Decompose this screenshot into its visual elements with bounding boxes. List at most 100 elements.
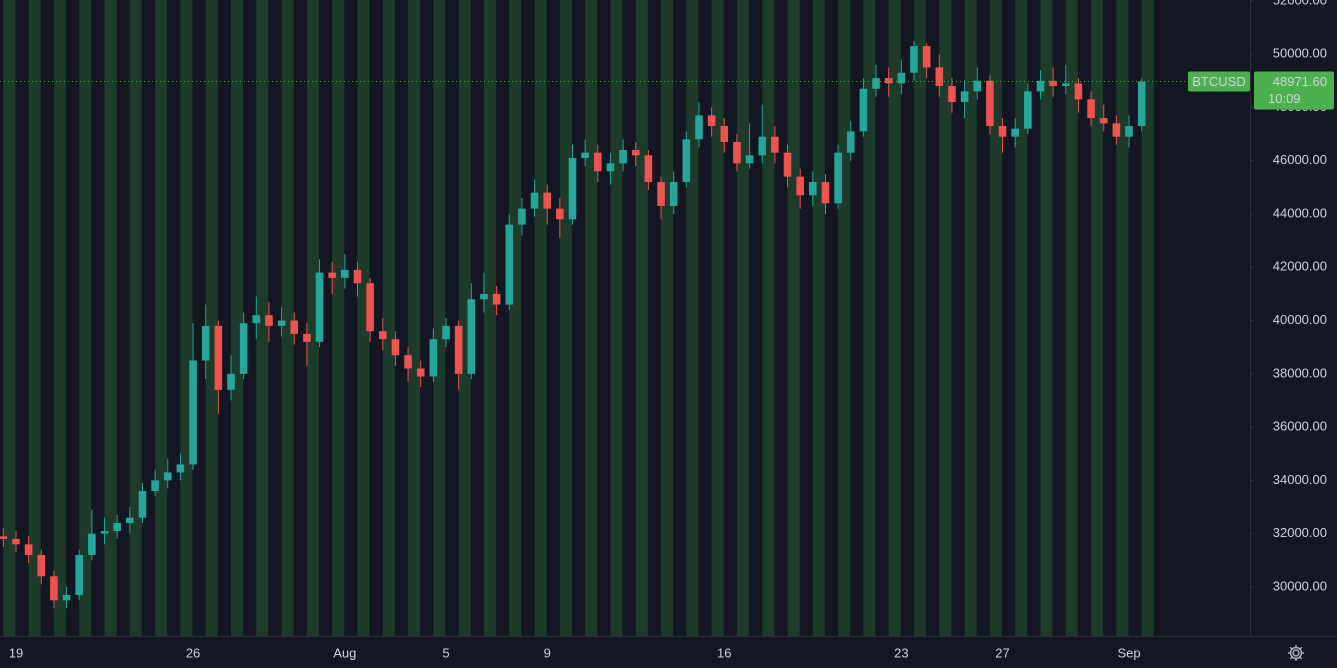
- stripe: [509, 0, 522, 636]
- candle-body: [846, 131, 855, 153]
- price-tag-label: 48971.60: [1273, 74, 1327, 89]
- candle-body: [239, 323, 248, 374]
- stripe: [863, 0, 876, 636]
- candle-body: [176, 464, 185, 473]
- stripe: [53, 0, 66, 636]
- stripe: [205, 0, 218, 636]
- candle-body: [416, 368, 425, 377]
- candle-body: [480, 293, 488, 300]
- candle-body: [328, 272, 336, 278]
- candle-body: [138, 491, 147, 518]
- candle-body: [935, 67, 944, 87]
- candle-body: [872, 78, 880, 89]
- stripe: [838, 0, 851, 636]
- candle-body: [669, 181, 678, 206]
- candle-body: [391, 339, 400, 356]
- stripe: [1116, 0, 1129, 636]
- candle-body: [594, 152, 602, 172]
- candle-body: [1099, 118, 1108, 124]
- y-tick-label: 50000.00: [1273, 46, 1327, 61]
- stripe: [306, 0, 319, 636]
- candle-body: [986, 80, 994, 127]
- candle-body: [530, 192, 539, 209]
- candle-body: [442, 325, 450, 340]
- candle-body: [227, 373, 235, 390]
- candle-body: [88, 533, 96, 556]
- stripe: [534, 0, 547, 636]
- x-tick-label: 23: [894, 645, 908, 660]
- x-tick-label: 16: [717, 645, 731, 660]
- x-tick-label: 26: [186, 645, 200, 660]
- candle-body: [758, 136, 767, 156]
- candle-body: [277, 320, 286, 326]
- candle-body: [834, 152, 842, 204]
- candle-body: [341, 269, 349, 278]
- candle-body: [1125, 126, 1133, 137]
- candle-body: [796, 176, 804, 196]
- stripe: [155, 0, 168, 636]
- candle-body: [454, 325, 463, 374]
- stripe: [812, 0, 825, 636]
- x-tick-label: Aug: [333, 645, 356, 660]
- candle-body: [353, 269, 362, 284]
- stripe: [180, 0, 193, 636]
- y-tick-label: 30000.00: [1273, 578, 1327, 593]
- candle-body: [75, 555, 84, 595]
- stripe: [661, 0, 674, 636]
- stripe: [1065, 0, 1078, 636]
- stripe: [888, 0, 901, 636]
- candle-body: [1087, 99, 1095, 119]
- candle-body: [707, 115, 716, 127]
- candle-body: [859, 88, 868, 132]
- candle-body: [290, 320, 299, 334]
- y-tick-label: 38000.00: [1273, 365, 1327, 380]
- candle-body: [821, 181, 830, 204]
- stripe: [483, 0, 496, 636]
- y-tick-label: 40000.00: [1273, 312, 1327, 327]
- stripe: [914, 0, 927, 636]
- stripe: [332, 0, 345, 636]
- stripe: [1015, 0, 1028, 636]
- candle-body: [126, 517, 134, 524]
- stripe: [787, 0, 800, 636]
- stripe: [104, 0, 117, 636]
- candle-body: [973, 80, 982, 92]
- stripe: [28, 0, 41, 636]
- stripe: [1040, 0, 1053, 636]
- stripe: [458, 0, 471, 636]
- stripe: [1141, 0, 1154, 636]
- candle-body: [265, 315, 273, 326]
- stripe: [357, 0, 370, 636]
- candle-body: [1049, 80, 1057, 87]
- candle-body: [1074, 83, 1083, 100]
- y-tick-label: 42000.00: [1273, 259, 1327, 274]
- stripe: [711, 0, 724, 636]
- y-tick-label: 46000.00: [1273, 152, 1327, 167]
- candle-body: [543, 192, 551, 209]
- x-tick-label: Sep: [1117, 645, 1140, 660]
- candle-body: [151, 480, 159, 492]
- stripe: [989, 0, 1002, 636]
- candle-body: [518, 208, 526, 225]
- candle-body: [366, 283, 374, 332]
- candle-body: [467, 299, 476, 374]
- symbol-label: BTCUSD: [1192, 74, 1245, 89]
- candle-body: [922, 46, 931, 68]
- candle-body: [809, 181, 817, 196]
- countdown-label: 10:09: [1268, 91, 1301, 106]
- candle-body: [745, 155, 754, 164]
- candle-body: [37, 555, 46, 577]
- stripe: [686, 0, 699, 636]
- stripe: [964, 0, 977, 636]
- candle-body: [644, 155, 653, 182]
- settings-icon[interactable]: [1288, 645, 1304, 661]
- candle-body: [568, 158, 577, 220]
- candle-body: [771, 136, 779, 153]
- candle-body: [429, 339, 438, 377]
- stripe: [408, 0, 421, 636]
- candle-body: [606, 163, 615, 172]
- stripe: [79, 0, 92, 636]
- candle-body: [948, 86, 956, 103]
